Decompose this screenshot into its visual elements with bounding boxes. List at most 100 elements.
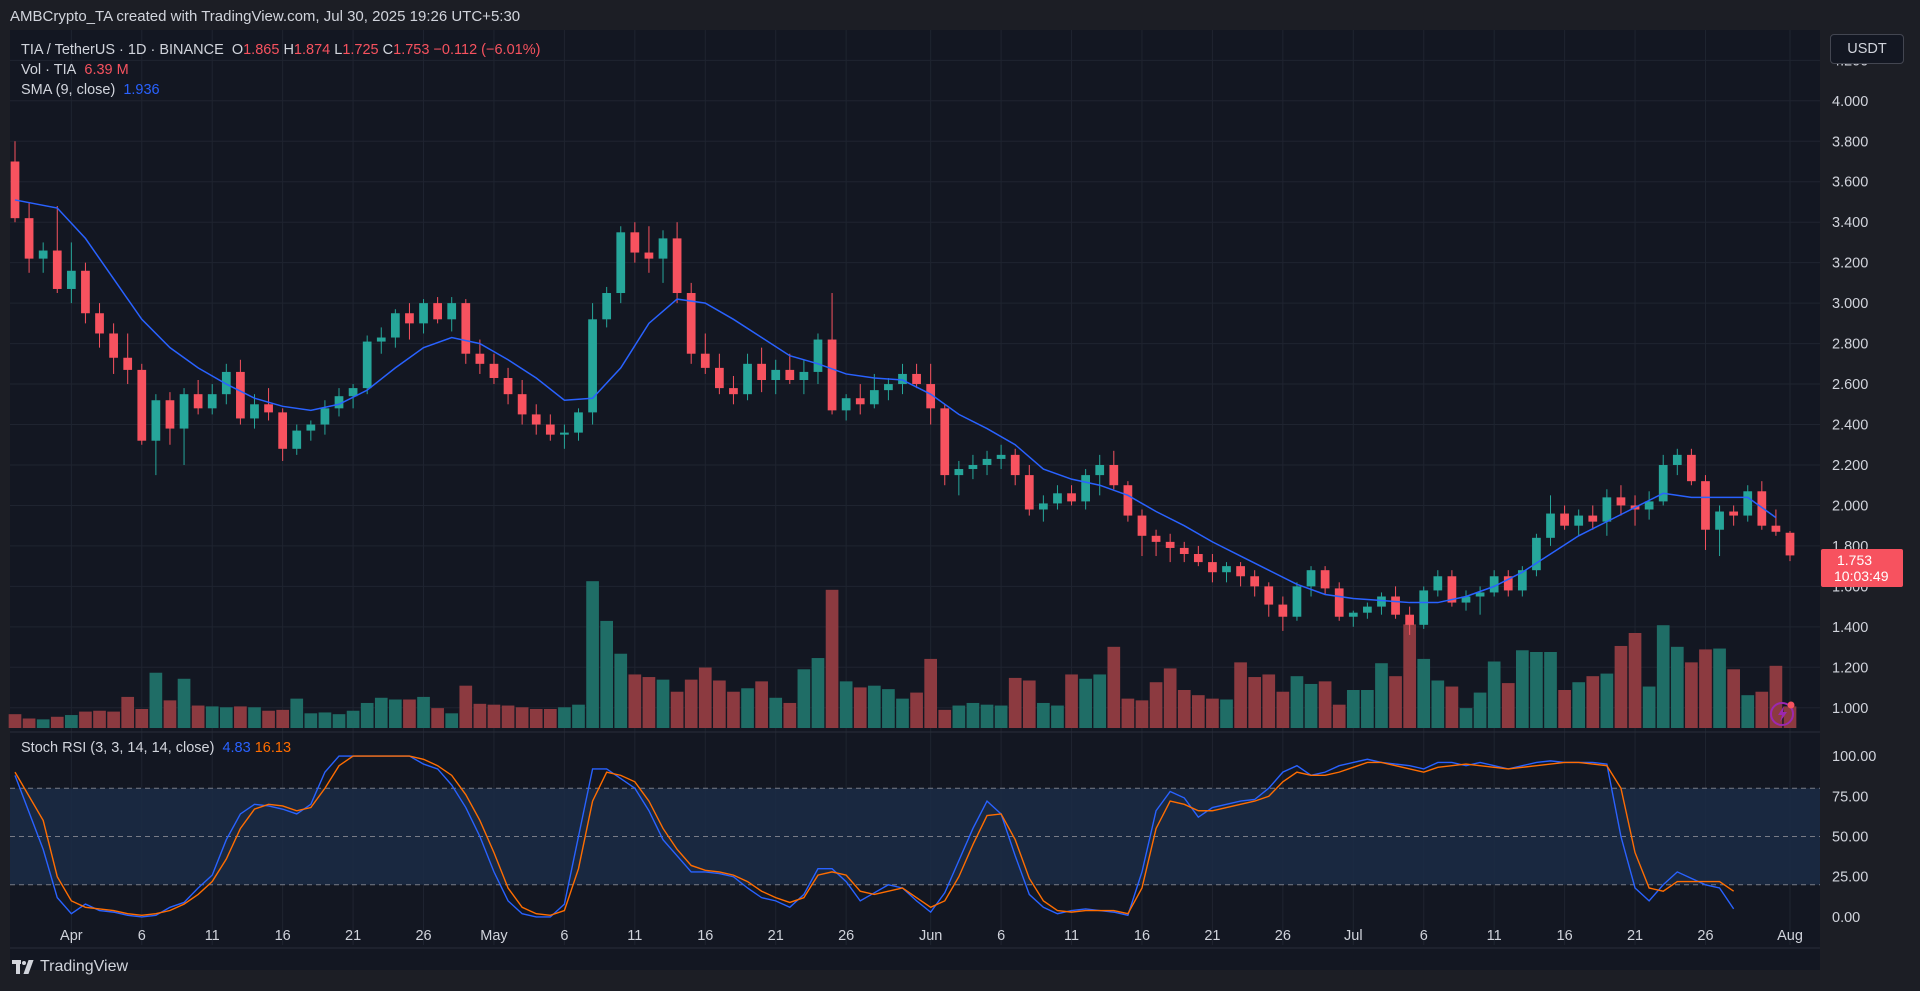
volume-bar bbox=[473, 703, 487, 728]
candle-body bbox=[278, 412, 288, 449]
candle-body bbox=[1503, 576, 1513, 591]
price-tick-label: 3.200 bbox=[1832, 256, 1868, 272]
volume-bar bbox=[1375, 663, 1388, 728]
candle-body bbox=[390, 313, 400, 338]
lightning-icon[interactable] bbox=[1770, 701, 1795, 726]
volume-bar bbox=[1699, 649, 1712, 728]
candle-body bbox=[1672, 454, 1682, 465]
volume-bar bbox=[1022, 680, 1036, 728]
candle-body bbox=[151, 400, 161, 441]
candle-body bbox=[686, 293, 696, 354]
candle-body bbox=[1151, 535, 1161, 542]
candle-body bbox=[81, 270, 90, 314]
volume-bars bbox=[8, 581, 1797, 728]
candle-body bbox=[1743, 491, 1753, 516]
candle-body bbox=[1771, 525, 1781, 532]
candle-body bbox=[1447, 576, 1457, 603]
candle-body bbox=[799, 371, 809, 381]
stoch-tick-label: 100.00 bbox=[1832, 749, 1876, 765]
candle-body bbox=[264, 404, 273, 413]
volume-bar bbox=[853, 687, 867, 728]
currency-button[interactable]: USDT bbox=[1830, 34, 1904, 64]
volume-bar bbox=[924, 658, 938, 728]
tradingview-brand: TradingView bbox=[40, 958, 129, 975]
candle-body bbox=[1095, 464, 1105, 476]
volume-bar bbox=[1149, 682, 1163, 728]
volume-bar bbox=[262, 710, 275, 728]
candle-body bbox=[1433, 576, 1443, 591]
candle-body bbox=[743, 363, 752, 395]
candle-body bbox=[1222, 566, 1231, 573]
volume-bar bbox=[1685, 662, 1698, 728]
volume-bar bbox=[741, 688, 754, 728]
volume-bar bbox=[1051, 705, 1064, 728]
volume-bar bbox=[543, 709, 557, 728]
volume-bar bbox=[1741, 695, 1755, 728]
candle-body bbox=[1729, 511, 1739, 516]
volume-bar bbox=[727, 691, 740, 728]
price-tick-label: 4.000 bbox=[1832, 94, 1868, 110]
volume-bar bbox=[459, 685, 473, 728]
time-tick-label: 6 bbox=[560, 928, 568, 944]
volume-bar bbox=[1755, 691, 1769, 728]
candle-body bbox=[982, 458, 992, 465]
candle-body bbox=[954, 469, 964, 476]
open-label: O bbox=[231, 42, 244, 58]
time-tick-label: 21 bbox=[768, 928, 784, 944]
volume-bar bbox=[121, 696, 135, 728]
candle-body bbox=[644, 252, 654, 259]
candle-body bbox=[1039, 503, 1048, 510]
time-tick-label: Jul bbox=[1344, 928, 1363, 944]
candle-body bbox=[813, 339, 823, 372]
stoch-series-k bbox=[14, 755, 1735, 918]
volume-bar bbox=[572, 704, 585, 728]
candle-body bbox=[292, 430, 302, 449]
stoch-label: Stoch RSI (3, 3, 14, 14, close) bbox=[21, 740, 215, 756]
price-tick-label: 2.000 bbox=[1832, 498, 1868, 514]
volume-bar bbox=[374, 697, 388, 728]
volume-bar bbox=[1220, 699, 1233, 728]
volume-bar bbox=[79, 711, 92, 728]
close-value: 1.753 bbox=[393, 42, 430, 58]
volume-bar bbox=[205, 706, 219, 728]
candle-body bbox=[1757, 491, 1767, 526]
candle-body bbox=[1644, 501, 1654, 510]
time-tick-label: Aug bbox=[1777, 928, 1803, 944]
volume-bar bbox=[248, 707, 261, 728]
stoch-rsi-pane bbox=[10, 755, 1820, 918]
volume-bar bbox=[1459, 708, 1473, 728]
volume-bar bbox=[600, 620, 614, 728]
candle-body bbox=[869, 390, 879, 405]
candle-body bbox=[996, 454, 1006, 459]
volume-bar bbox=[684, 679, 698, 728]
candle-body bbox=[1348, 612, 1358, 617]
volume-bar bbox=[1234, 662, 1247, 728]
high-label: H bbox=[283, 42, 294, 58]
candle-body bbox=[926, 384, 936, 409]
time-tick-label: Jun bbox=[919, 928, 942, 944]
sma-line bbox=[14, 199, 1777, 604]
volume-bar bbox=[713, 680, 726, 728]
candle-body bbox=[1532, 537, 1541, 571]
volume-bar bbox=[1656, 625, 1670, 728]
volume-bar bbox=[1403, 624, 1416, 728]
candle-body bbox=[1208, 562, 1217, 573]
candle-body bbox=[179, 394, 189, 429]
candle-body bbox=[221, 371, 231, 395]
candle-body bbox=[602, 293, 612, 320]
candle-body bbox=[1236, 566, 1245, 577]
volume-bar bbox=[1713, 648, 1726, 728]
volume-bar bbox=[614, 653, 628, 728]
volume-bar bbox=[1135, 700, 1149, 728]
volume-bar bbox=[389, 699, 402, 728]
volume-bar bbox=[882, 689, 895, 728]
price-tick-label: 2.200 bbox=[1832, 458, 1868, 474]
candle-body bbox=[560, 432, 569, 435]
candle-body bbox=[1137, 515, 1147, 536]
candle-body bbox=[714, 367, 724, 389]
tradingview-logo-icon bbox=[12, 960, 34, 974]
candle-body bbox=[38, 250, 48, 259]
volume-bar bbox=[1008, 677, 1022, 728]
candles bbox=[10, 141, 1795, 635]
